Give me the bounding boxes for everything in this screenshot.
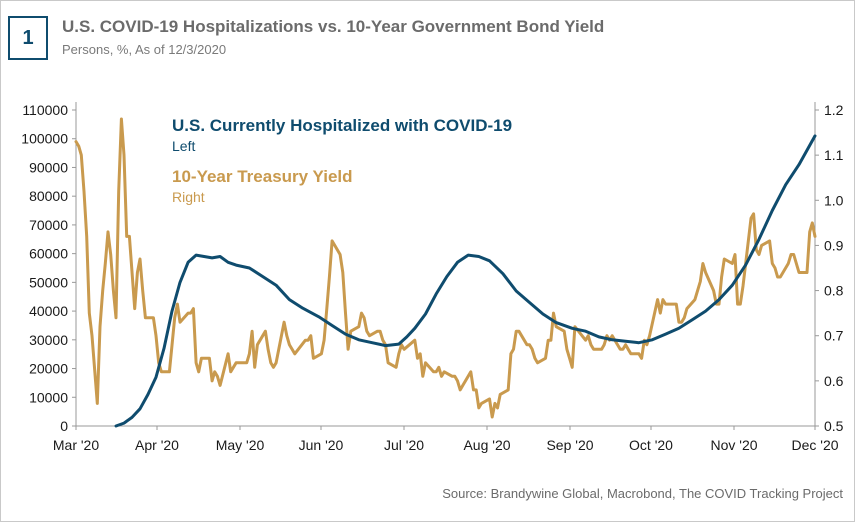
x-tick-label: Oct '20: [629, 437, 673, 453]
y-right-tick-label: 0.9: [824, 237, 844, 253]
legend-hospitalized-axis-note: Left: [172, 138, 195, 154]
legend-hospitalized-title: U.S. Currently Hospitalized with COVID-1…: [172, 116, 512, 135]
x-tick-label: May '20: [216, 437, 265, 453]
y-left-tick-label: 60000: [29, 246, 68, 262]
x-tick-label: Sep '20: [546, 437, 593, 453]
treasury-yield-series-line: [74, 117, 817, 419]
x-tick-label: Aug '20: [463, 437, 510, 453]
y-right-tick-label: 0.6: [824, 373, 844, 389]
x-tick-label: Jun '20: [299, 437, 344, 453]
legend-yield-axis-note: Right: [172, 189, 205, 205]
y-left-tick-label: 20000: [29, 361, 68, 377]
y-left-tick-label: 110000: [22, 102, 68, 118]
y-left-tick-label: 0: [60, 418, 68, 434]
hospitalized-series-line: [114, 134, 817, 428]
x-tick-label: Apr '20: [135, 437, 179, 453]
figure-number: 1: [22, 26, 34, 49]
y-left-tick-label: 10000: [29, 389, 68, 405]
x-tick-label: Nov '20: [710, 437, 757, 453]
y-left-tick-label: 90000: [29, 159, 68, 175]
y-left-tick-label: 70000: [29, 217, 68, 233]
y-left-tick-label: 30000: [29, 332, 68, 348]
legend-yield-title: 10-Year Treasury Yield: [172, 167, 353, 186]
y-left-tick-label: 40000: [29, 303, 68, 319]
chart-subtitle: Persons, %, As of 12/3/2020: [62, 42, 227, 57]
y-left-tick-label: 100000: [21, 131, 68, 147]
x-tick-label: Dec '20: [791, 437, 838, 453]
figure-number-badge: 1: [8, 16, 48, 60]
x-tick-label: Mar '20: [53, 437, 99, 453]
chart-title: U.S. COVID-19 Hospitalizations vs. 10-Ye…: [62, 17, 605, 36]
y-right-tick-label: 0.7: [824, 328, 844, 344]
y-right-tick-label: 0.5: [824, 418, 844, 434]
y-right-tick-label: 0.8: [824, 283, 844, 299]
x-tick-label: Jul '20: [384, 437, 424, 453]
y-right-tick-label: 1.2: [824, 102, 844, 118]
y-left-tick-label: 50000: [29, 274, 68, 290]
y-left-tick-label: 80000: [29, 188, 68, 204]
y-right-tick-label: 1.0: [824, 192, 844, 208]
y-right-tick-label: 1.1: [824, 147, 844, 163]
source-note: Source: Brandywine Global, Macrobond, Th…: [442, 486, 843, 501]
